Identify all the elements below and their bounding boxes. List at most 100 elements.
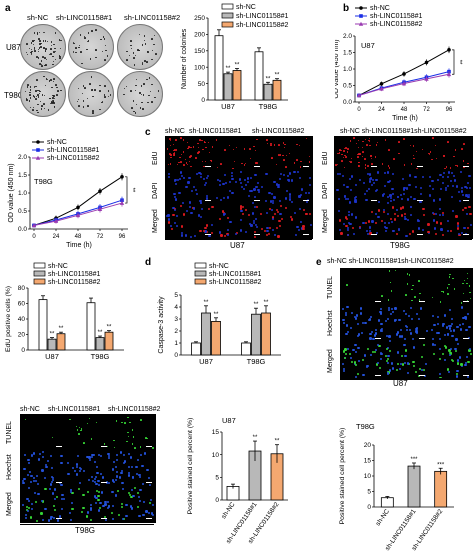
- data-point: [98, 189, 102, 193]
- edu-u87-bracket-line: [165, 239, 312, 240]
- micro-image-nuc: [380, 170, 427, 205]
- significance-label: **: [264, 300, 269, 306]
- micro-image-merged: [20, 486, 66, 523]
- legend-swatch: [221, 12, 234, 19]
- y-tick-label: 250: [194, 15, 205, 22]
- micro-image-merged: [340, 342, 385, 380]
- data-point: [401, 81, 407, 86]
- legend-swatch: [221, 21, 234, 28]
- y-tick-label: 15: [212, 429, 220, 436]
- micro-row-label: EdU: [322, 151, 329, 165]
- bar: [272, 79, 282, 101]
- data-point: [379, 82, 384, 86]
- edu-t98g-cell-label: T98G: [390, 241, 411, 250]
- x-tick-label: 24: [378, 107, 385, 113]
- significance-label: **: [235, 63, 240, 69]
- y-axis-label: OD value (450 nm): [8, 163, 15, 222]
- y-axis-label: Positive stained cell percent (%): [339, 428, 346, 525]
- tunel-u87-bracket-line: [340, 378, 471, 379]
- data-point: [424, 76, 429, 81]
- bar: [223, 73, 233, 101]
- colony-dish: [117, 71, 163, 117]
- bar: [434, 470, 448, 508]
- micro-row-label: Merged: [322, 209, 329, 233]
- y-tick-label: 0: [215, 497, 219, 504]
- x-axis-label: Time (h): [66, 242, 92, 249]
- y-tick-label: 0: [201, 97, 205, 104]
- y-tick-label: 40: [18, 316, 26, 323]
- micro-image-nuc: [110, 450, 156, 487]
- legend-marker: [359, 6, 363, 10]
- legend-label: sh-NC: [370, 5, 390, 12]
- micro-image-signal: [334, 136, 381, 171]
- x-tick-label: U87: [221, 102, 235, 111]
- significance-label: ***: [437, 462, 445, 468]
- micro-image-merged: [426, 204, 473, 239]
- bar: [201, 312, 211, 356]
- significance-label: **: [107, 325, 112, 331]
- y-tick-label: 60: [18, 301, 26, 308]
- bar: [263, 83, 273, 101]
- y-tick-label: 20: [364, 442, 372, 449]
- data-point: [446, 72, 452, 77]
- panel-label-a: a: [5, 3, 11, 14]
- caspase3-bar-chart: 0 1 2 3 4 5 Caspase-3 activity ** ** U87 ** ** T98G s…: [158, 262, 281, 366]
- legend-label: sh-LINC01158#1: [236, 13, 289, 20]
- legend-label: sh-LINC01158#2: [370, 21, 423, 28]
- x-tick-label: 0: [32, 234, 36, 240]
- legend-label: sh-LINC01158#2: [48, 279, 101, 286]
- bar: [86, 302, 96, 351]
- colony-label-kd1: sh-LINC01158#1: [56, 13, 113, 22]
- colony-label-kd2: sh-LINC01158#2: [124, 13, 181, 22]
- bar: [232, 70, 242, 101]
- bar: [211, 321, 221, 356]
- micro-image-merged: [214, 204, 264, 239]
- y-tick-label: 5: [367, 489, 371, 496]
- y-tick-label: 0.5: [18, 208, 27, 215]
- y-tick-label: 80: [18, 285, 26, 292]
- tunel-t98g-cell-label: T98G: [75, 526, 96, 535]
- micro-row-label: Hoechst: [327, 309, 334, 336]
- micro-image-nuc: [428, 305, 473, 343]
- colony-label-nc: sh-NC: [27, 13, 49, 22]
- colony-dish: [20, 71, 66, 117]
- x-tick-label: T98G: [91, 352, 110, 361]
- legend-swatch: [33, 262, 46, 269]
- micro-image-nuc: [340, 305, 385, 343]
- micro-row-label: Hoechst: [6, 454, 13, 480]
- y-axis-label: Positive stained cell percent (%): [187, 418, 194, 515]
- micro-image-signal: [380, 136, 427, 171]
- micro-image-signal: [165, 136, 215, 171]
- significance-label: **: [275, 439, 280, 445]
- micro-image-nuc: [384, 305, 429, 343]
- x-tick-label: T98G: [259, 102, 278, 111]
- y-tick-label: 5: [174, 292, 178, 299]
- significance-label: **: [214, 312, 219, 318]
- x-tick-label: U87: [45, 352, 59, 361]
- y-axis-label: Caspase-3 activity: [158, 296, 165, 354]
- legend-label: sh-NC: [47, 139, 67, 146]
- y-tick-label: 10: [212, 452, 220, 459]
- micro-image-signal: [20, 414, 66, 451]
- micro-image-merged: [334, 204, 381, 239]
- micro-image-nuc: [426, 170, 473, 205]
- significance-label: **: [254, 302, 259, 308]
- legend-label: sh-NC: [48, 263, 68, 270]
- chart-title: T98G: [356, 422, 375, 431]
- y-tick-label: 150: [194, 48, 205, 55]
- data-point: [76, 205, 80, 210]
- colony-dish: [117, 24, 163, 70]
- micro-image-signal: [426, 136, 473, 171]
- data-point: [447, 48, 451, 52]
- x-tick-label: 72: [97, 234, 104, 240]
- y-tick-label: 100: [194, 64, 205, 71]
- y-tick-label: 1: [174, 340, 178, 347]
- cck8-u87-line-chart: 0.0 0.5 1.0 1.5 2.0OD value (450 nm) 0 24 48 72 9…: [335, 5, 462, 122]
- bar: [254, 51, 264, 101]
- legend-label: sh-LINC01158#2: [47, 155, 100, 162]
- micro-image-merged: [110, 486, 156, 523]
- edu-u87-header-nc: sh-NC: [165, 128, 185, 135]
- colony-dish: [68, 71, 114, 117]
- x-tick-label: U87: [199, 357, 213, 366]
- x-tick-label: 48: [75, 234, 82, 240]
